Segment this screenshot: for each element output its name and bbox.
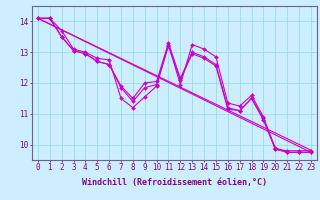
X-axis label: Windchill (Refroidissement éolien,°C): Windchill (Refroidissement éolien,°C) — [82, 178, 267, 187]
